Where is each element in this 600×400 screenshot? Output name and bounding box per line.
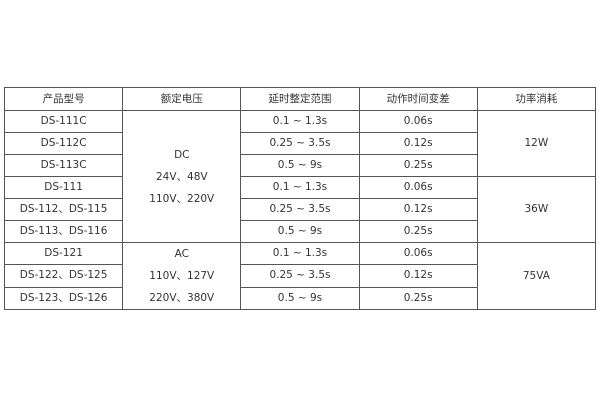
variation-cell: 0.06s <box>358 110 478 133</box>
variation-cell: 0.06s <box>358 241 478 266</box>
model-cell: DS-111 <box>3 176 124 199</box>
model-cell: DS-112、DS-115 <box>3 198 124 221</box>
voltage-values: 110V、127V <box>149 270 215 282</box>
voltage-values: 110V、220V <box>149 192 215 205</box>
range-cell: 0.5 ~ 9s <box>240 286 360 311</box>
voltage-cell: DC 24V、48V 110V、220V <box>122 110 242 243</box>
range-cell: 0.1 ~ 1.3s <box>240 176 360 199</box>
model-cell: DS-113C <box>3 154 124 177</box>
range-cell: 0.1 ~ 1.3s <box>240 110 360 133</box>
header-model: 产品型号 <box>3 87 124 111</box>
variation-cell: 0.12s <box>358 198 478 221</box>
variation-cell: 0.12s <box>358 132 478 155</box>
range-cell: 0.25 ~ 3.5s <box>240 198 360 221</box>
table-row: DS-111 0.1 ~ 1.3s 0.06s 36W <box>3 176 597 243</box>
power-cell: 75VA <box>476 242 597 310</box>
power-cell: 12W <box>476 110 597 177</box>
model-cell: DS-113、DS-116 <box>3 220 124 243</box>
range-cell: 0.25 ~ 3.5s <box>240 264 360 288</box>
header-voltage: 额定电压 <box>122 87 242 111</box>
header-delay-range: 延时整定范围 <box>240 87 360 111</box>
voltage-type: AC <box>174 248 189 260</box>
model-cell: DS-112C <box>3 132 124 155</box>
range-cell: 0.5 ~ 9s <box>240 154 360 177</box>
voltage-type: DC <box>174 148 190 161</box>
range-cell: 0.25 ~ 3.5s <box>240 132 360 155</box>
variation-cell: 0.12s <box>358 264 478 288</box>
header-row: 产品型号 额定电压 延时整定范围 动作时间变差 功率消耗 <box>3 87 597 111</box>
table-row: DS-122、DS-125 0.25 ~ 3.5s 0.12s <box>3 264 596 288</box>
header-power: 功率消耗 <box>476 87 597 111</box>
variation-cell: 0.25s <box>358 154 478 177</box>
voltage-cell: AC 110V、127V 220V、380V <box>122 242 242 310</box>
voltage-values: 24V、48V <box>155 170 208 183</box>
header-time-variation: 动作时间变差 <box>358 87 478 111</box>
voltage-values: 220V、380V <box>149 292 215 304</box>
table-row: DS-121 AC 110V、127V 220V、380V 0.1 ~ 1.3s… <box>3 241 597 310</box>
model-cell: DS-123、DS-126 <box>3 286 124 311</box>
power-cell: 36W <box>476 176 597 243</box>
variation-cell: 0.25s <box>358 220 478 243</box>
table-row: DS-123、DS-126 0.5 ~ 9s 0.25s <box>3 286 596 311</box>
range-cell: 0.5 ~ 9s <box>240 220 360 243</box>
table-row: DS-111C DC 24V、48V 110V、220V 0.1 ~ 1.3s … <box>3 110 597 243</box>
specs-table: 产品型号 额定电压 延时整定范围 动作时间变差 功率消耗 DS-111C DC … <box>3 87 597 311</box>
range-cell: 0.1 ~ 1.3s <box>240 241 360 266</box>
table-row: DS-113、DS-116 0.5 ~ 9s 0.25s <box>3 220 596 243</box>
model-cell: DS-121 <box>3 241 124 266</box>
table-row: DS-113C 0.5 ~ 9s 0.25s <box>3 154 596 177</box>
variation-cell: 0.06s <box>358 176 478 199</box>
variation-cell: 0.25s <box>358 286 478 311</box>
model-cell: DS-111C <box>3 110 124 133</box>
model-cell: DS-122、DS-125 <box>3 264 124 288</box>
